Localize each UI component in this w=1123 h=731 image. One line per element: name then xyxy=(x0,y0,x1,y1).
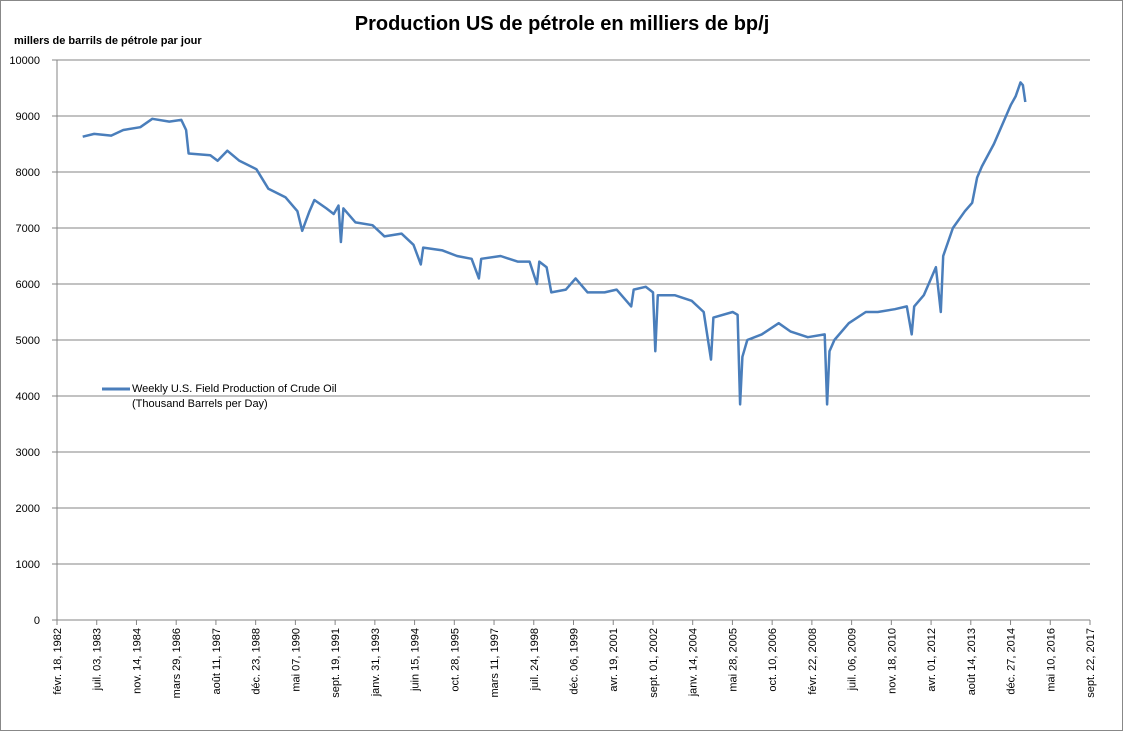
x-tick-label: sept. 01, 2002 xyxy=(648,628,660,698)
y-tick-label: 7000 xyxy=(16,223,40,235)
x-tick-label: avr. 01, 2012 xyxy=(926,628,938,692)
y-tick-label: 10000 xyxy=(9,55,40,67)
series-line xyxy=(82,81,1027,406)
x-tick-label: mars 11, 1997 xyxy=(489,628,501,698)
x-tick-label: sept. 19, 1991 xyxy=(330,628,342,698)
x-tick-label: mars 29, 1986 xyxy=(171,628,183,698)
legend-label: Weekly U.S. Field Production of Crude Oi… xyxy=(132,383,337,410)
x-tick-label: oct. 10, 2006 xyxy=(767,628,779,692)
y-tick-label: 9000 xyxy=(16,111,40,123)
y-tick-label: 1000 xyxy=(16,559,40,571)
y-tick-label: 4000 xyxy=(16,391,40,403)
y-tick-label: 2000 xyxy=(16,503,40,515)
x-tick-label: sept. 22, 2017 xyxy=(1085,628,1097,698)
x-tick-label: mai 10, 2016 xyxy=(1045,628,1057,692)
x-tick-label: févr. 18, 1982 xyxy=(52,628,64,695)
x-tick-label: janv. 14, 2004 xyxy=(688,628,700,697)
chart-title: Production US de pétrole en milliers de … xyxy=(355,13,770,35)
y-tick-label: 0 xyxy=(34,615,40,627)
x-tick-label: nov. 14, 1984 xyxy=(131,628,143,694)
x-tick-label: août 11, 1987 xyxy=(211,628,223,694)
x-tick-label: juil. 03, 1983 xyxy=(92,628,104,691)
y-tick-label: 8000 xyxy=(16,167,40,179)
y-tick-label: 3000 xyxy=(16,447,40,459)
y-axis-label: millers de barrils de pétrole par jour xyxy=(14,35,202,47)
x-tick-label: juil. 06, 2009 xyxy=(847,628,859,691)
y-tick-label: 5000 xyxy=(16,335,40,347)
x-tick-label: juil. 24, 1998 xyxy=(529,628,541,691)
y-tick-label: 6000 xyxy=(16,279,40,291)
x-tick-label: déc. 23, 1988 xyxy=(251,628,263,695)
x-tick-label: mai 07, 1990 xyxy=(290,628,302,692)
x-tick-label: févr. 22, 2008 xyxy=(807,628,819,695)
x-tick-label: juin 15, 1994 xyxy=(410,628,422,692)
x-tick-label: avr. 19, 2001 xyxy=(608,628,620,692)
x-tick-label: déc. 06, 1999 xyxy=(569,628,581,695)
x-tick-label: août 14, 2013 xyxy=(966,628,978,695)
x-tick-label: déc. 27, 2014 xyxy=(1006,628,1018,695)
x-tick-label: nov. 18, 2010 xyxy=(886,628,898,694)
x-tick-label: mai 28, 2005 xyxy=(727,628,739,692)
x-tick-label: oct. 28, 1995 xyxy=(449,628,461,692)
x-tick-label: janv. 31, 1993 xyxy=(370,628,382,697)
